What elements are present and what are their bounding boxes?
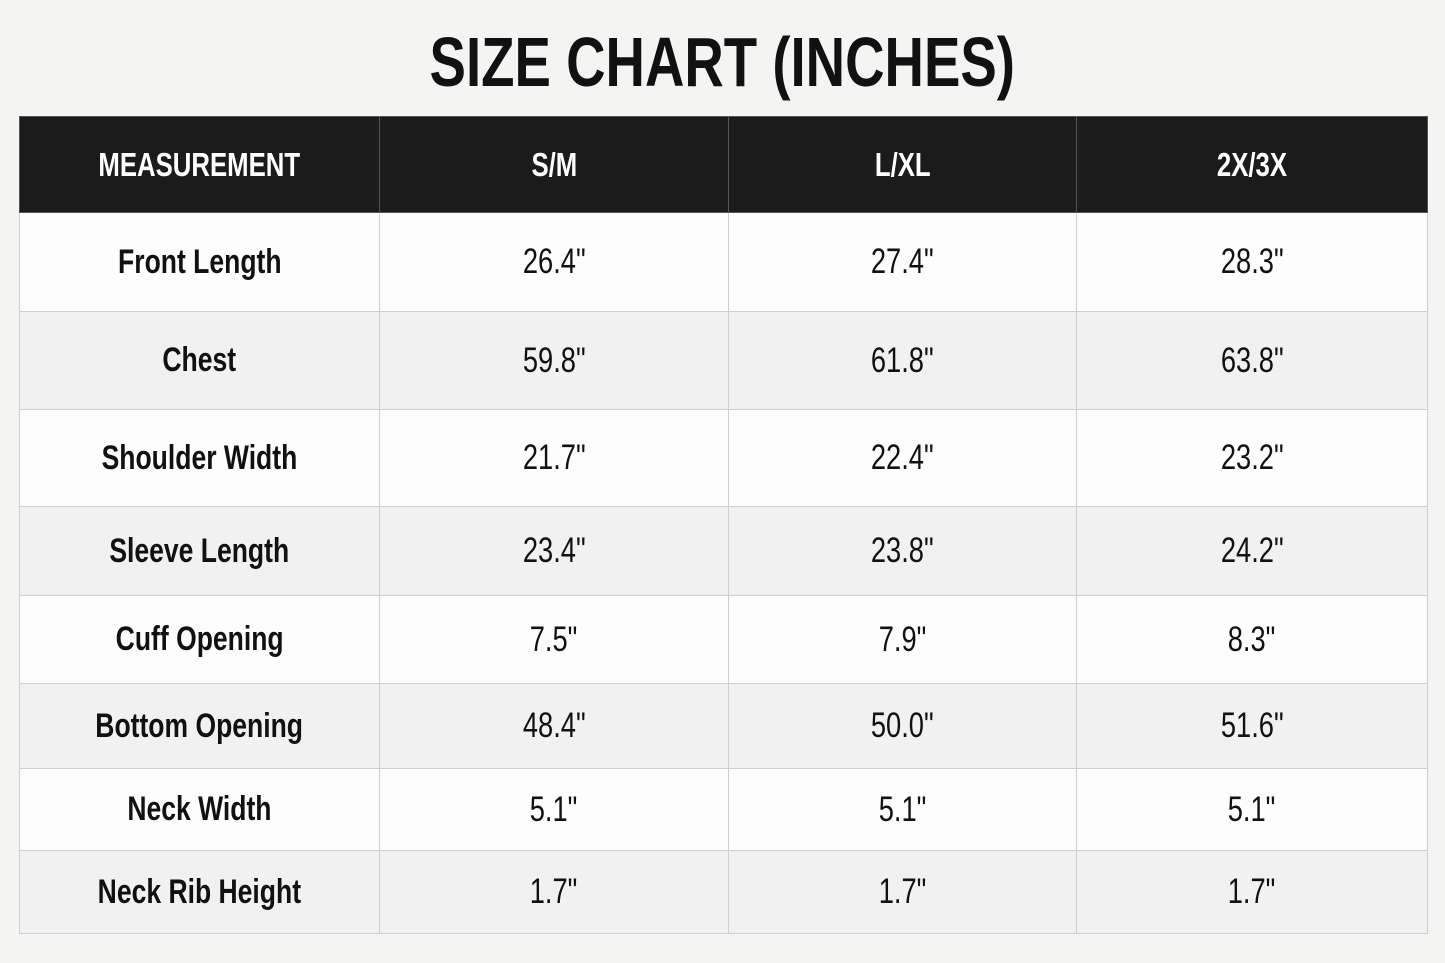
cell-text: 23.2" bbox=[1220, 438, 1284, 477]
cell-text: 51.6" bbox=[1220, 706, 1284, 745]
value-cell: 5.1" bbox=[1076, 768, 1428, 851]
value-cell: 59.8" bbox=[379, 311, 729, 410]
cell-text: 5.1" bbox=[1228, 789, 1276, 829]
value-cell: 5.1" bbox=[728, 768, 1077, 851]
cell-text: 2X/3X bbox=[1216, 145, 1288, 183]
table-row: Front Length 26.4" 27.4" 28.3" bbox=[19, 212, 1428, 312]
value-cell: 8.3" bbox=[1076, 595, 1428, 684]
cell-text: 7.9" bbox=[878, 619, 927, 659]
title-text: SIZE CHART (INCHES) bbox=[429, 23, 1016, 101]
value-cell: 1.7" bbox=[1076, 850, 1428, 934]
table-row: Sleeve Length 23.4" 23.8" 24.2" bbox=[19, 506, 1428, 596]
label-cell: Shoulder Width bbox=[19, 409, 380, 507]
cell-text: 1.7" bbox=[1228, 872, 1276, 911]
value-cell: 63.8" bbox=[1076, 311, 1428, 410]
cell-text: 7.5" bbox=[530, 619, 578, 659]
value-cell: 50.0" bbox=[728, 683, 1077, 769]
cell-text: 23.4" bbox=[522, 531, 586, 570]
value-cell: 23.4" bbox=[379, 506, 729, 596]
value-cell: 23.2" bbox=[1076, 409, 1428, 507]
cell-text: 50.0" bbox=[871, 706, 934, 745]
value-cell: 51.6" bbox=[1076, 683, 1428, 769]
cell-text: 21.7" bbox=[522, 438, 586, 477]
value-cell: 23.8" bbox=[728, 506, 1077, 596]
header-cell: L/XL bbox=[728, 116, 1077, 213]
cell-text: S/M bbox=[531, 145, 577, 183]
header-cell: MEASUREMENT bbox=[19, 116, 380, 213]
label-cell: Cuff Opening bbox=[19, 595, 380, 684]
value-cell: 28.3" bbox=[1076, 212, 1428, 312]
value-cell: 7.9" bbox=[728, 595, 1077, 684]
cell-text: Sleeve Length bbox=[109, 531, 290, 570]
cell-text: 61.8" bbox=[871, 340, 934, 380]
table-row: Chest 59.8" 61.8" 63.8" bbox=[19, 311, 1428, 410]
cell-text: Front Length bbox=[117, 242, 282, 281]
label-cell: Bottom Opening bbox=[19, 683, 380, 769]
cell-text: Shoulder Width bbox=[101, 438, 298, 477]
cell-text: L/XL bbox=[874, 145, 931, 183]
cell-text: 1.7" bbox=[530, 872, 578, 911]
table-row: Bottom Opening 48.4" 50.0" 51.6" bbox=[19, 683, 1428, 769]
title: SIZE CHART (INCHES) bbox=[0, 22, 1445, 102]
size-table: MEASUREMENT S/M L/XL 2X/3X Front Length 26.4… bbox=[19, 116, 1428, 934]
value-cell: 27.4" bbox=[728, 212, 1077, 312]
cell-text: 48.4" bbox=[522, 706, 586, 745]
value-cell: 22.4" bbox=[728, 409, 1077, 507]
cell-text: MEASUREMENT bbox=[98, 145, 301, 183]
cell-text: 5.1" bbox=[530, 789, 578, 829]
value-cell: 48.4" bbox=[379, 683, 729, 769]
table-row: Shoulder Width 21.7" 22.4" 23.2" bbox=[19, 409, 1428, 507]
cell-text: 5.1" bbox=[878, 789, 927, 829]
cell-text: Neck Width bbox=[127, 790, 272, 828]
label-cell: Neck Rib Height bbox=[19, 850, 380, 934]
value-cell: 1.7" bbox=[379, 850, 729, 934]
cell-text: 8.3" bbox=[1228, 619, 1276, 659]
cell-text: 28.3" bbox=[1220, 242, 1284, 281]
value-cell: 26.4" bbox=[379, 212, 729, 312]
cell-text: 59.8" bbox=[522, 340, 586, 380]
value-cell: 21.7" bbox=[379, 409, 729, 507]
header-cell: S/M bbox=[379, 116, 729, 213]
cell-text: Bottom Opening bbox=[95, 706, 304, 745]
label-cell: Front Length bbox=[19, 212, 380, 312]
cell-text: Chest bbox=[162, 341, 237, 379]
value-cell: 5.1" bbox=[379, 768, 729, 851]
label-cell: Neck Width bbox=[19, 768, 380, 851]
cell-text: 1.7" bbox=[878, 872, 927, 911]
value-cell: 24.2" bbox=[1076, 506, 1428, 596]
cell-text: 22.4" bbox=[871, 438, 934, 477]
cell-text: Cuff Opening bbox=[115, 620, 284, 658]
cell-text: Neck Rib Height bbox=[97, 872, 302, 911]
cell-text: 26.4" bbox=[522, 242, 586, 281]
value-cell: 61.8" bbox=[728, 311, 1077, 410]
header-cell: 2X/3X bbox=[1076, 116, 1428, 213]
table-row: Cuff Opening 7.5" 7.9" 8.3" bbox=[19, 595, 1428, 684]
label-cell: Chest bbox=[19, 311, 380, 410]
value-cell: 1.7" bbox=[728, 850, 1077, 934]
cell-text: 63.8" bbox=[1220, 340, 1284, 380]
header-row: MEASUREMENT S/M L/XL 2X/3X bbox=[19, 116, 1428, 213]
cell-text: 24.2" bbox=[1220, 531, 1284, 570]
cell-text: 23.8" bbox=[871, 531, 934, 570]
label-cell: Sleeve Length bbox=[19, 506, 380, 596]
value-cell: 7.5" bbox=[379, 595, 729, 684]
cell-text: 27.4" bbox=[871, 242, 934, 281]
table-row: Neck Rib Height 1.7" 1.7" 1.7" bbox=[19, 850, 1428, 934]
table-row: Neck Width 5.1" 5.1" 5.1" bbox=[19, 768, 1428, 851]
